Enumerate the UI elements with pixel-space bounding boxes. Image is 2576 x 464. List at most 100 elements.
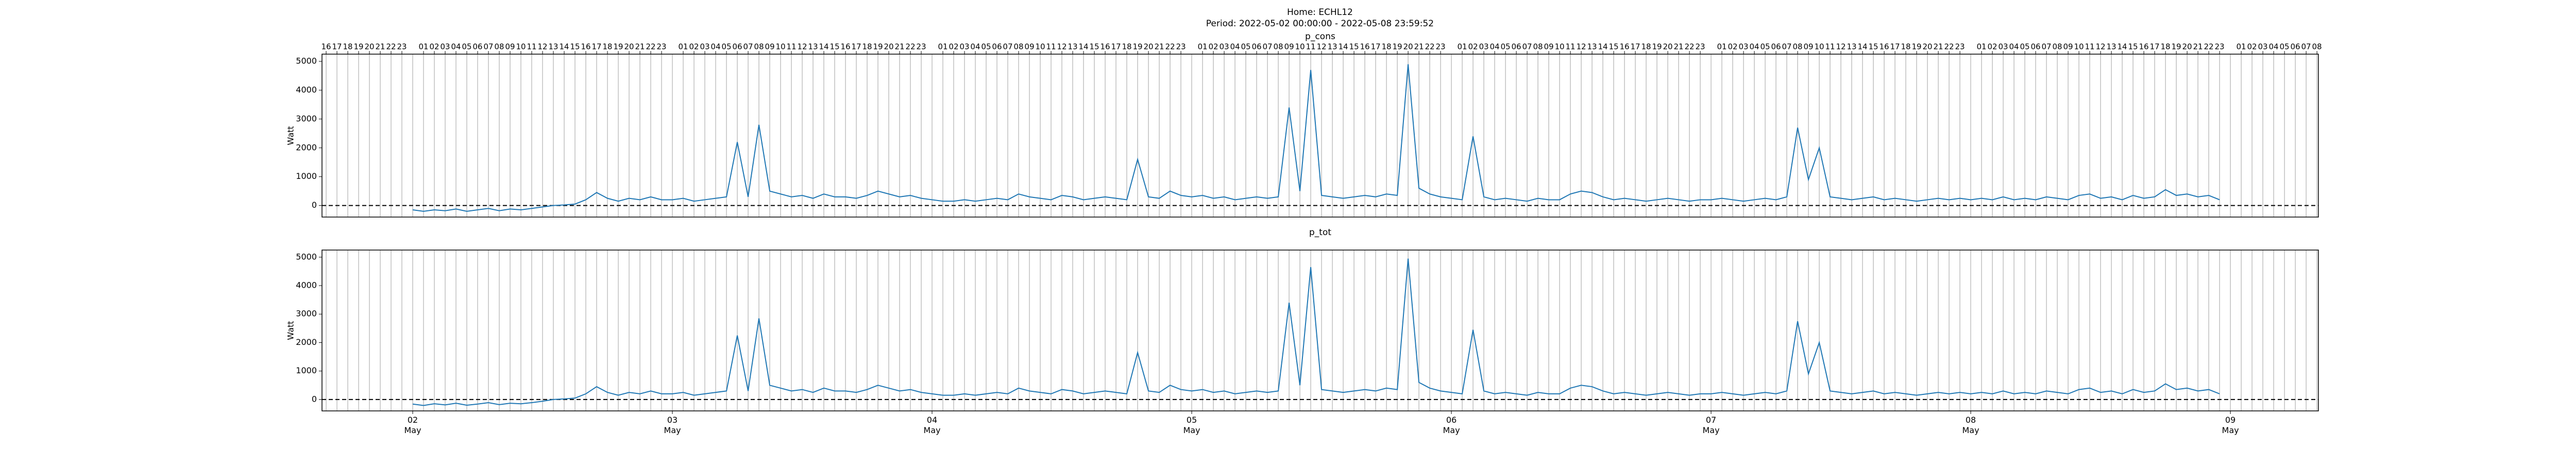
x2-tick-label: 18 (343, 42, 353, 52)
x2-tick-label: 15 (830, 42, 840, 52)
x2-tick-label: 07 (1003, 42, 1013, 52)
axes-frame (321, 54, 2319, 218)
x2-tick-label: 05 (1241, 42, 1251, 52)
x2-tick-label: 05 (722, 42, 732, 52)
x2-tick-label: 14 (560, 42, 569, 52)
x2-tick-label: 09 (505, 42, 515, 52)
x-tick-label: 03 May (664, 415, 681, 435)
x2-tick-label: 08 (1014, 42, 1024, 52)
x2-tick-label: 13 (549, 42, 558, 52)
x2-tick-label: 22 (386, 42, 396, 52)
x2-tick-label: 19 (354, 42, 364, 52)
x2-tick-label: 04 (451, 42, 461, 52)
x2-tick-label: 01 (938, 42, 948, 52)
x2-tick-label: 20 (624, 42, 634, 52)
x2-tick-label: 06 (2291, 42, 2300, 52)
x2-tick-label: 02 (949, 42, 959, 52)
x2-tick-label: 13 (1587, 42, 1597, 52)
x2-tick-label: 14 (1598, 42, 1608, 52)
x2-tick-label: 19 (1393, 42, 1402, 52)
x2-tick-label: 09 (1284, 42, 1294, 52)
x2-tick-label: 20 (1923, 42, 1933, 52)
x2-tick-label: 19 (1133, 42, 1143, 52)
x-tick-label: 04 May (923, 415, 941, 435)
x2-tick-label: 08 (2312, 42, 2322, 52)
x2-tick-label: 18 (1382, 42, 1392, 52)
x2-tick-label: 16 (2139, 42, 2149, 52)
x2-tick-label: 14 (1858, 42, 1868, 52)
x2-tick-label: 13 (1068, 42, 1078, 52)
x2-tick-label: 12 (1057, 42, 1067, 52)
x2-tick-label: 03 (440, 42, 450, 52)
x2-tick-label: 02 (1209, 42, 1218, 52)
x2-tick-label: 03 (700, 42, 710, 52)
x2-tick-label: 15 (1349, 42, 1359, 52)
x2-tick-label: 20 (2182, 42, 2192, 52)
x2-tick-label: 23 (1955, 42, 1965, 52)
x2-tick-label: 03 (1219, 42, 1229, 52)
x2-tick-label: 12 (2096, 42, 2106, 52)
x2-tick-label: 02 (1988, 42, 1997, 52)
data-line (412, 258, 2220, 406)
x2-tick-label: 17 (2150, 42, 2160, 52)
x2-tick-label: 05 (1501, 42, 1511, 52)
x2-tick-label: 16 (1360, 42, 1370, 52)
x2-tick-label: 11 (527, 42, 537, 52)
subplot-title: p_cons (1305, 31, 1335, 42)
x2-tick-label: 11 (2085, 42, 2095, 52)
data-line (412, 64, 2220, 212)
x2-tick-label: 18 (1641, 42, 1651, 52)
x2-tick-label: 01 (1198, 42, 1208, 52)
x2-tick-label: 05 (981, 42, 991, 52)
x2-tick-label: 22 (646, 42, 656, 52)
x2-tick-label: 03 (960, 42, 970, 52)
x2-tick-label: 19 (2172, 42, 2181, 52)
x-tick-label: 08 May (1962, 415, 1979, 435)
x2-tick-label: 08 (1793, 42, 1803, 52)
y-tick-label: 0 (312, 394, 317, 404)
y-tick-label: 3000 (296, 309, 317, 319)
x2-tick-label: 02 (1468, 42, 1478, 52)
x2-tick-label: 16 (321, 42, 331, 52)
x2-tick-label: 09 (2063, 42, 2073, 52)
x2-tick-label: 01 (679, 42, 688, 52)
x2-tick-label: 14 (1338, 42, 1348, 52)
x2-tick-label: 09 (765, 42, 775, 52)
subplot-title: p_tot (1309, 227, 1331, 238)
x2-tick-label: 05 (2280, 42, 2290, 52)
x2-tick-label: 14 (1079, 42, 1089, 52)
x2-tick-label: 06 (733, 42, 742, 52)
x2-tick-label: 09 (1025, 42, 1035, 52)
y-tick-label: 2000 (296, 337, 317, 347)
x2-tick-label: 01 (2236, 42, 2246, 52)
x2-tick-label: 06 (2031, 42, 2041, 52)
x2-tick-label: 11 (1566, 42, 1575, 52)
x2-tick-label: 01 (1458, 42, 1467, 52)
axes-frame (321, 250, 2319, 411)
y-tick-label: 3000 (296, 113, 317, 123)
x2-tick-label: 09 (1804, 42, 1814, 52)
x2-tick-label: 13 (2107, 42, 2116, 52)
x-tick-label: 02 May (404, 415, 421, 435)
x2-tick-label: 22 (1165, 42, 1175, 52)
y-tick-label: 4000 (296, 85, 317, 94)
x2-tick-label: 20 (1663, 42, 1673, 52)
x2-tick-label: 10 (1295, 42, 1305, 52)
x2-tick-label: 07 (2301, 42, 2311, 52)
x2-tick-label: 17 (1890, 42, 1900, 52)
x2-tick-label: 10 (1036, 42, 1045, 52)
x2-tick-label: 03 (2258, 42, 2268, 52)
x2-tick-label: 02 (430, 42, 439, 52)
x2-tick-label: 02 (689, 42, 699, 52)
x2-tick-label: 23 (2215, 42, 2225, 52)
x2-tick-label: 03 (1739, 42, 1749, 52)
x2-tick-label: 04 (2009, 42, 2019, 52)
x2-tick-label: 21 (1414, 42, 1424, 52)
x2-tick-label: 17 (1111, 42, 1121, 52)
x2-tick-label: 11 (1306, 42, 1316, 52)
x2-tick-label: 15 (1869, 42, 1878, 52)
x2-tick-label: 01 (419, 42, 429, 52)
x2-tick-label: 01 (1717, 42, 1727, 52)
x2-tick-label: 16 (841, 42, 851, 52)
